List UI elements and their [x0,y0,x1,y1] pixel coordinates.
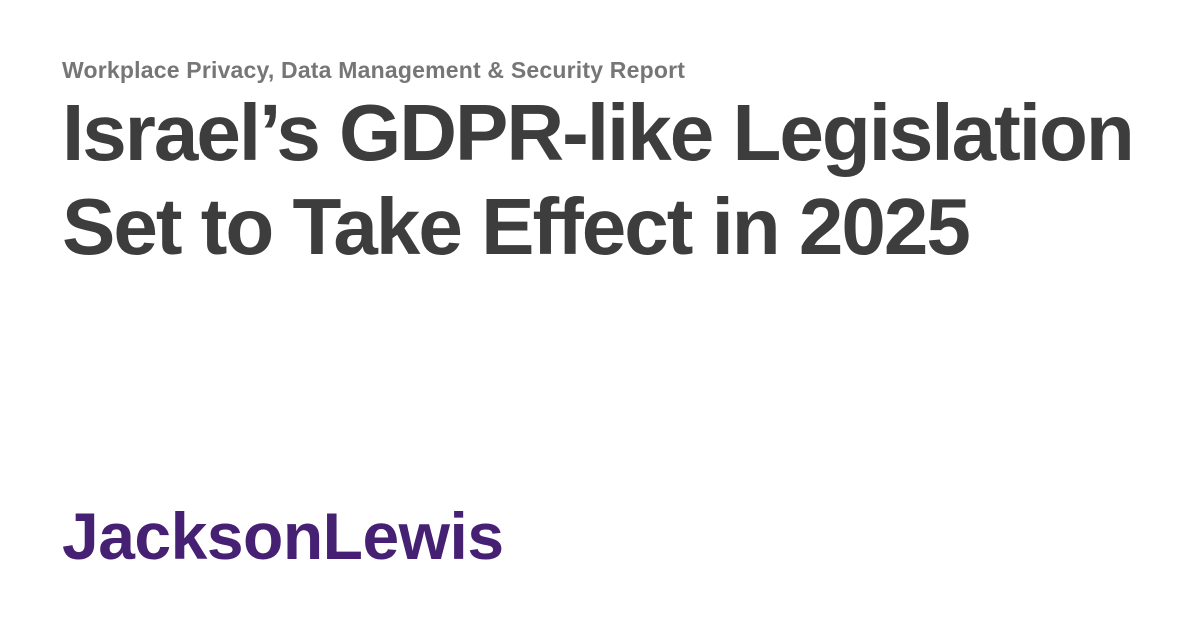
article-title: Israel’s GDPR-like Legislation Set to Ta… [62,86,1135,275]
report-category-label: Workplace Privacy, Data Management & Sec… [62,57,686,83]
article-title-line-2: Set to Take Effect in 2025 [62,182,971,272]
jackson-lewis-logo: JacksonLewis [62,499,504,573]
article-title-line-1: Israel’s GDPR-like Legislation [62,88,1135,177]
